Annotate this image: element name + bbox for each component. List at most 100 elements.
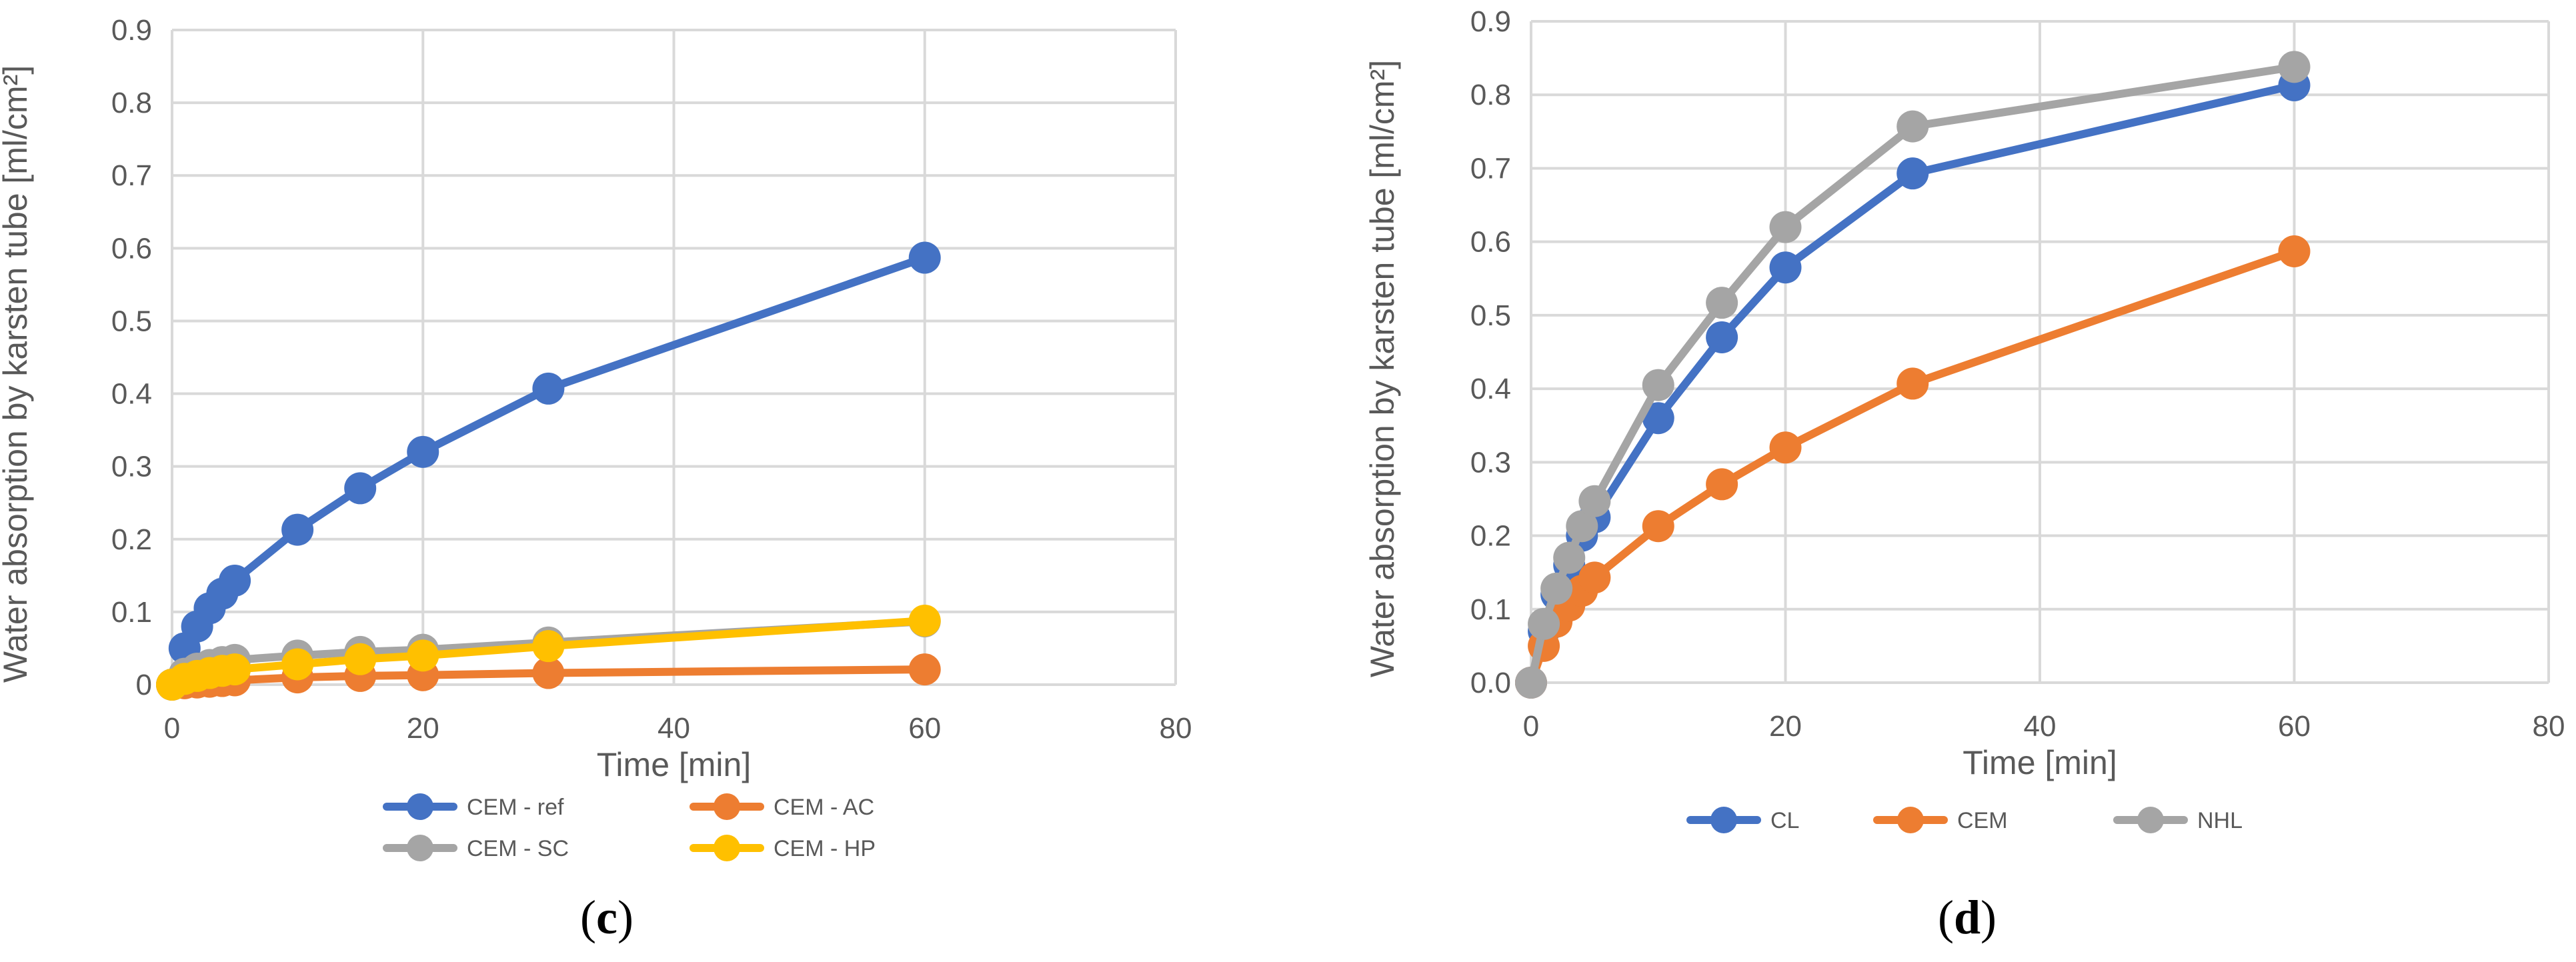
x-tick-label: 20 <box>1769 710 1802 743</box>
data-point-nhl <box>2278 51 2311 83</box>
y-tick-label: 0.6 <box>1470 226 1511 259</box>
y-axis-title: Water absorption by karsten tube [ml/cm²… <box>0 65 34 683</box>
data-point-nhl <box>1528 607 1560 640</box>
y-tick-label: 0.7 <box>1470 152 1511 185</box>
legend-label: CEM <box>1957 808 2008 833</box>
data-point-cem <box>1642 510 1674 543</box>
y-tick-label: 0.8 <box>111 87 152 119</box>
y-axis-title: Water absorption by karsten tube [ml/cm²… <box>1364 60 1401 677</box>
y-tick-label: 0.5 <box>1470 299 1511 332</box>
legend-label: CEM - ref <box>467 795 564 820</box>
x-tick-label: 40 <box>658 712 690 745</box>
x-tick-label: 40 <box>2024 710 2057 743</box>
x-tick-label: 60 <box>908 712 941 745</box>
x-tick-label: 0 <box>1523 710 1539 743</box>
data-point-nhl <box>1578 485 1611 517</box>
y-tick-label: 0.7 <box>111 159 152 192</box>
y-tick-label: 0.1 <box>1470 593 1511 626</box>
data-point-cem <box>1896 367 1929 400</box>
legend-item-cl: CL <box>1686 807 1799 833</box>
legend: CEM - ref CEM - AC CEM - SC CEM - HP <box>383 793 876 861</box>
panel-label: (c) <box>580 891 633 944</box>
data-point-nhl <box>1642 369 1674 401</box>
data-point-cem-hp <box>219 653 251 686</box>
x-tick-label: 80 <box>2533 710 2565 743</box>
x-tick-label: 0 <box>164 712 180 745</box>
y-tick-label: 0.6 <box>111 232 152 265</box>
legend: CL CEM NHL <box>1686 807 2243 833</box>
panel-label-letter: d <box>1954 891 1981 944</box>
data-point-cem-ref <box>532 372 565 405</box>
data-point-cl <box>1769 251 1802 284</box>
data-point-cem-ref <box>344 472 377 505</box>
data-point-cem <box>2278 235 2311 267</box>
chart-panel-c: 0 0.1 0.2 0.3 0.4 0.5 0.6 0.7 0.8 0.9 0 20 40 60 80 Tim… <box>0 14 1192 944</box>
data-point-nhl <box>1553 541 1586 574</box>
data-point-cem-ref <box>281 513 314 546</box>
legend-marker-swatch <box>407 835 433 861</box>
y-tick-label: 0.2 <box>1470 520 1511 553</box>
panel-label-close-paren: ) <box>617 891 633 944</box>
y-tick-label: 0 <box>136 669 152 701</box>
data-point-cem-hp <box>281 648 314 681</box>
legend-item-cem-hp: CEM - HP <box>690 835 876 861</box>
series-nhl <box>1515 51 2311 699</box>
y-tick-label: 0.8 <box>1470 79 1511 111</box>
x-tick-label: 80 <box>1160 712 1192 745</box>
y-tick-label: 0.9 <box>1470 5 1511 38</box>
series-cem <box>1515 235 2311 699</box>
y-tick-label: 0.3 <box>111 451 152 483</box>
legend-label: CEM - HP <box>774 836 876 861</box>
y-tick-label: 0.5 <box>111 305 152 337</box>
y-tick-label: 0.1 <box>111 596 152 629</box>
y-tick-label: 0.3 <box>1470 446 1511 479</box>
legend-item-cem: CEM <box>1873 807 2008 833</box>
data-point-cem-hp <box>344 643 377 675</box>
data-point-cem-hp <box>407 639 439 672</box>
data-point-cl <box>1896 157 1929 190</box>
y-tick-label: 0.4 <box>1470 373 1511 405</box>
y-tick-label: 0.9 <box>111 14 152 47</box>
legend-marker-swatch <box>1710 807 1737 833</box>
panel-label-open-paren: ( <box>1938 891 1954 944</box>
legend-marker-swatch <box>714 793 740 820</box>
y-tick-label: 0.2 <box>111 523 152 556</box>
legend-label: NHL <box>2197 808 2243 833</box>
data-point-nhl <box>1566 510 1598 543</box>
data-point-cem-hp <box>532 630 565 663</box>
legend-item-cem-ac: CEM - AC <box>690 793 874 820</box>
legend-marker-swatch <box>2137 807 2164 833</box>
data-point-cem-ac <box>908 653 941 686</box>
data-point-cem-ref <box>407 435 439 468</box>
data-point-nhl <box>1769 211 1802 243</box>
data-point-cem-ref <box>908 241 941 274</box>
legend-item-cem-ref: CEM - ref <box>383 793 564 820</box>
data-point-cem-ac <box>532 657 565 689</box>
y-tick-label: 0.0 <box>1470 667 1511 699</box>
data-point-cem <box>1769 431 1802 464</box>
data-point-cl <box>1706 321 1738 353</box>
panel-label: (d) <box>1938 891 1997 944</box>
data-point-nhl <box>1896 110 1929 143</box>
data-point-nhl <box>1540 572 1573 605</box>
series-cem-hp <box>156 604 941 701</box>
legend-marker-swatch <box>407 793 433 820</box>
panel-label-open-paren: ( <box>580 891 596 944</box>
x-tick-label: 60 <box>2278 710 2311 743</box>
data-point-cem <box>1706 468 1738 501</box>
data-point-nhl <box>1706 287 1738 319</box>
data-point-cl <box>1642 402 1674 435</box>
legend-item-cem-sc: CEM - SC <box>383 835 569 861</box>
legend-marker-swatch <box>714 835 740 861</box>
legend-item-nhl: NHL <box>2113 807 2243 833</box>
legend-label: CL <box>1770 808 1799 833</box>
legend-label: CEM - SC <box>467 836 569 861</box>
x-tick-label: 20 <box>407 712 439 745</box>
chart-panel-d: 0.0 0.1 0.2 0.3 0.4 0.5 0.6 0.7 0.8 0.9 0 20 40 60 80 T… <box>1364 5 2565 944</box>
panel-label-letter: c <box>596 891 617 944</box>
legend-label: CEM - AC <box>774 795 874 820</box>
x-axis-title: Time [min] <box>1963 744 2117 781</box>
data-point-cem-ref <box>219 564 251 597</box>
y-tick-label: 0.4 <box>111 378 152 411</box>
